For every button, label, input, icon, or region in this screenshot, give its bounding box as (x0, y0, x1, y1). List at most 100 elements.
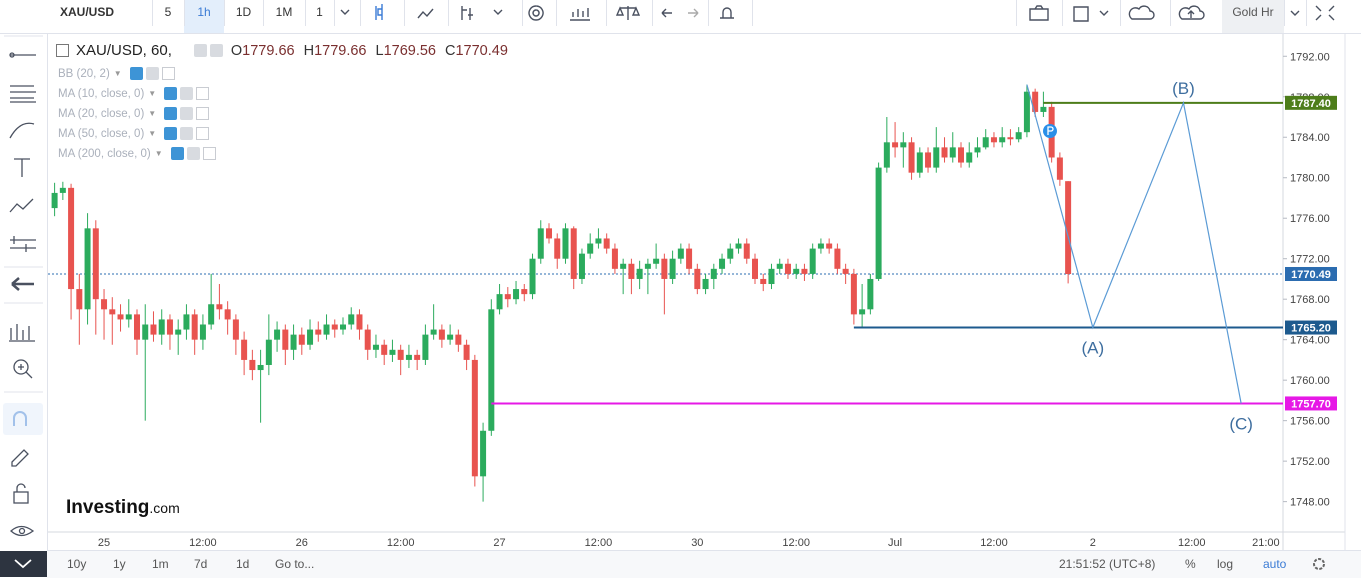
scale-option[interactable]: % (1185, 557, 1196, 571)
candle-body (241, 339, 248, 360)
indicator-visibility[interactable] (129, 67, 143, 80)
toolbar-separator (224, 0, 225, 26)
y-tick-label: 1752.00 (1290, 456, 1330, 468)
candle-body (447, 334, 454, 340)
legend-eye[interactable] (193, 44, 207, 57)
fib-icon[interactable] (10, 85, 36, 103)
range-button[interactable]: 10y (67, 557, 87, 571)
candle-body (916, 152, 923, 173)
x-tick-label: 12:00 (387, 537, 415, 549)
legend-main: XAU/USD, 60, O1779.66 H1779.66 L1769.56 C17… (56, 42, 508, 59)
candle-body (842, 268, 849, 274)
candle-body (76, 289, 83, 310)
candle-body (925, 152, 932, 168)
candle-body (216, 304, 223, 310)
eye-icon[interactable] (10, 525, 35, 537)
back-icon[interactable] (11, 277, 34, 291)
candle-body (372, 344, 379, 350)
candle-body (941, 147, 948, 158)
layout-button[interactable]: Gold Hr (1222, 0, 1284, 33)
toolbar-separator (184, 0, 185, 26)
indicator-dropdown[interactable]: ▼ (148, 109, 157, 118)
indicator-remove[interactable] (196, 127, 210, 140)
range-button[interactable]: 1y (113, 557, 126, 571)
indicator-dropdown[interactable]: ▼ (113, 69, 122, 78)
goto-button[interactable]: Go to... (275, 557, 315, 571)
interval-button[interactable]: 1h (184, 0, 224, 33)
indicator-settings[interactable] (180, 87, 194, 100)
left-toolbar-icons (0, 6, 47, 577)
toolbar-separator (752, 0, 753, 26)
ohlc-field-value: 1769.56 (383, 42, 436, 59)
candle-body (900, 142, 907, 148)
range-button[interactable]: 7d (194, 557, 208, 571)
brush-icon[interactable] (9, 122, 35, 139)
zoom-icon[interactable] (13, 359, 29, 375)
measure-icon[interactable] (10, 236, 36, 252)
candle-body (883, 142, 890, 168)
candle-body (438, 329, 445, 340)
pattern-icon[interactable] (9, 198, 34, 213)
candle-body (958, 147, 964, 163)
y-tick-label: 1764.00 (1290, 335, 1330, 347)
indicator-icon[interactable] (9, 324, 35, 342)
ohlc-field-value: 1770.49 (455, 42, 508, 59)
candle-body (315, 329, 322, 335)
indicator-visibility[interactable] (164, 127, 178, 140)
indicator-settings[interactable] (145, 67, 159, 80)
indicator-settings[interactable] (180, 127, 194, 140)
interval-button[interactable]: 1M (275, 5, 293, 19)
indicator-dropdown[interactable]: ▼ (154, 149, 163, 158)
indicator-dropdown[interactable]: ▼ (148, 129, 157, 138)
candle-body (628, 263, 635, 279)
collapse-button[interactable] (0, 551, 47, 577)
candle-body (587, 243, 594, 254)
pencil-lock-icon[interactable] (11, 449, 29, 467)
interval-button[interactable]: 1 (316, 5, 323, 19)
indicator-remove[interactable] (196, 87, 210, 100)
candle-body (620, 263, 627, 269)
candle-body (232, 319, 239, 340)
indicator-remove[interactable] (161, 67, 175, 80)
line-tool-dot (9, 52, 15, 58)
indicator-visibility[interactable] (164, 107, 178, 120)
settings-icon (1313, 558, 1325, 570)
x-tick-label: 2 (1090, 537, 1096, 549)
x-tick-label: 26 (296, 537, 308, 549)
text-icon[interactable] (14, 158, 30, 177)
interval-button[interactable]: 5 (164, 5, 172, 19)
candle-body (859, 309, 866, 315)
symbol[interactable]: XAU/USD (60, 5, 115, 19)
candle-body (158, 319, 165, 335)
settings[interactable] (1309, 554, 1329, 574)
candle-body (570, 228, 577, 279)
indicator-row: MA (20, close, 0) ▼ (58, 107, 210, 120)
candle-body (537, 228, 544, 259)
interval-button[interactable]: 1D (235, 5, 252, 19)
indicator-remove[interactable] (202, 147, 216, 160)
wave-line (1026, 84, 1242, 404)
collapse-box[interactable] (56, 44, 69, 57)
magnet-active-bg (3, 403, 43, 435)
candle-body (735, 243, 742, 249)
indicator-settings[interactable] (186, 147, 200, 160)
lock-shackle (16, 483, 26, 492)
candle-body (422, 334, 429, 360)
indicator-visibility[interactable] (164, 87, 178, 100)
range-button[interactable]: 1d (236, 557, 250, 571)
indicator-settings[interactable] (180, 107, 194, 120)
scale-option[interactable]: log (1217, 557, 1234, 571)
indicator-dropdown[interactable]: ▼ (148, 89, 157, 98)
indicator-row: MA (50, close, 0) ▼ (58, 127, 210, 140)
scale-option[interactable]: auto (1263, 557, 1287, 571)
indicator-remove[interactable] (196, 107, 210, 120)
indicator-label: MA (50, close, 0) (58, 127, 145, 140)
candle-body (933, 147, 940, 168)
candle-body (562, 228, 569, 259)
indicator-visibility[interactable] (170, 147, 184, 160)
candle-body (949, 147, 956, 158)
range-button[interactable]: 1m (152, 557, 169, 571)
lock-icon[interactable] (13, 491, 29, 504)
legend-gear[interactable] (209, 44, 223, 57)
